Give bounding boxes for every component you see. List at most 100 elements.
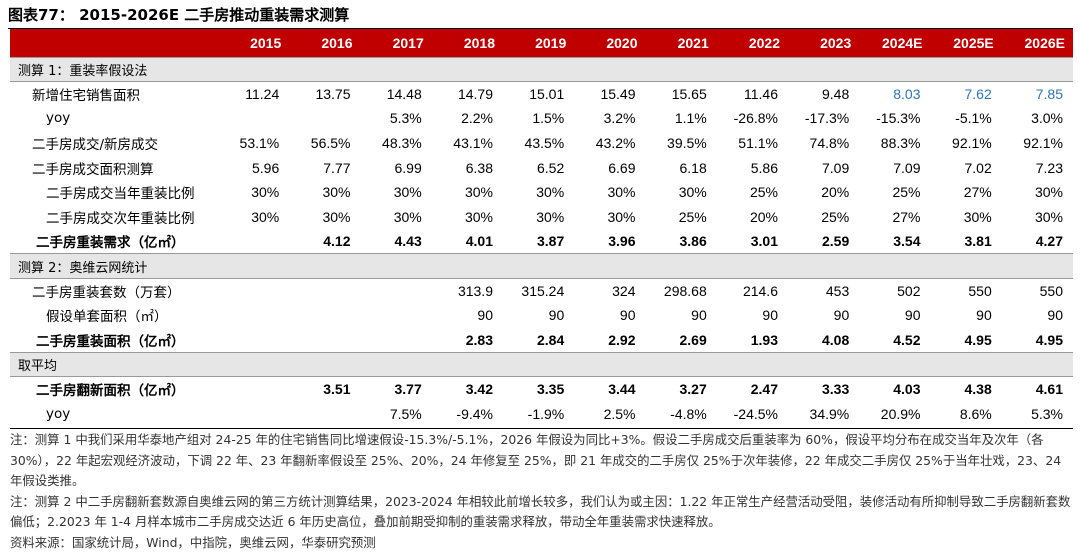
table-row: 二手房重装面积（亿㎡） 2.83 2.84 2.92 2.69 1.93 4.08 4.52 4…: [10, 328, 1073, 353]
table-cell: 2.59: [822, 233, 850, 250]
row-label: 二手房翻新面积（亿㎡）: [36, 383, 185, 400]
table-cell: 4.38: [964, 381, 992, 398]
table-cell: 30%: [607, 184, 636, 201]
table-row: 假设单套面积（㎡） 90 90 90 90 90 90 90 90 90: [10, 303, 1073, 328]
table-cell: 25%: [821, 208, 850, 225]
table-cell: -17.3%: [804, 110, 850, 127]
table-cell: 27%: [892, 208, 921, 225]
table-cell: 6.52: [537, 159, 565, 176]
table-cell: 11.24: [245, 86, 280, 103]
table-cell: 3.27: [679, 381, 707, 398]
table-cell: 20%: [821, 184, 850, 201]
table-cell: 3.2%: [603, 110, 636, 127]
table-cell: 43.1%: [453, 135, 493, 152]
table-cell: 20%: [749, 208, 778, 225]
table-cell: 2.92: [608, 331, 636, 348]
year-header: 2024E: [859, 29, 931, 57]
table-cell: 7.77: [323, 159, 351, 176]
table-row: 二手房重装套数（万套） 313.9 315.24 324 298.68 214.6 453 5…: [10, 278, 1073, 303]
table-cell: 15.01: [529, 86, 565, 103]
year-header: 2026E: [1001, 29, 1073, 57]
note-2: 注：测算 2 中二手房翻新套数源自奥维云网的第三方统计测算结果，2023-202…: [10, 493, 1071, 530]
table-cell: 2.83: [465, 331, 493, 348]
table-cell: 39.5%: [667, 135, 707, 152]
header-blank: [10, 29, 218, 57]
table-cell: -9.4%: [456, 405, 493, 422]
table-cell: 5.3%: [1031, 405, 1063, 422]
section-header-row: 测算 1：重装率假设法: [10, 56, 1073, 83]
figure-title: 图表77： 2015-2026E 二手房推动重装需求测算: [8, 6, 350, 24]
year-header-row: 2015 2016 2017 2018 2019 2020 2021 2022 2023 2024…: [10, 29, 1073, 57]
table-cell: 6.38: [465, 159, 493, 176]
year-header: 2023: [788, 29, 860, 57]
table-cell: 34.9%: [809, 405, 850, 422]
table-cell: 30%: [536, 208, 565, 225]
section-header-row: 测算 2：奥维云网统计: [10, 253, 1073, 279]
table-cell: [361, 278, 432, 303]
table-cell: 4.03: [893, 381, 921, 398]
section-heading: 测算 1：重装率假设法: [10, 56, 1073, 83]
table-row: yoy 7.5% -9.4% -1.9% 2.5% -4.8% -24.5% 34.9% 20.…: [10, 401, 1073, 426]
table-cell: 20.9%: [880, 405, 921, 422]
table-cell: 14.79: [457, 86, 493, 103]
table-cell: 7.02: [964, 159, 992, 176]
table-cell: 214.6: [742, 282, 778, 299]
table-row: 二手房成交次年重装比例 30% 30% 30% 30% 30% 30% 25% 20% 25% 27…: [10, 205, 1073, 230]
table-cell: [218, 106, 289, 131]
table-cell: 550: [1039, 282, 1063, 299]
row-label: yoy: [46, 110, 71, 127]
table-cell: 30%: [536, 184, 565, 201]
table-cell: [289, 278, 360, 303]
table-cell: 43.5%: [524, 135, 565, 152]
row-label: 二手房重装需求（亿㎡）: [36, 235, 185, 252]
table-cell: 30%: [963, 208, 992, 225]
table-cell: 30%: [322, 184, 351, 201]
table-cell: 30%: [678, 184, 707, 201]
title-divider: [8, 28, 1073, 29]
table-cell: 90: [904, 307, 921, 324]
year-header: 2022: [716, 29, 788, 57]
table-cell: 30%: [464, 184, 493, 201]
table-row: 二手房翻新面积（亿㎡） 3.51 3.77 3.42 3.35 3.44 3.27 2.47 3…: [10, 377, 1073, 402]
table-cell: 9.48: [822, 86, 850, 103]
table-cell: 5.3%: [389, 110, 422, 127]
table-cell: 30%: [607, 208, 636, 225]
table-cell: 2.5%: [603, 405, 636, 422]
year-header: 2021: [645, 29, 717, 57]
table-cell: 7.09: [822, 159, 850, 176]
table-row: 二手房成交当年重装比例 30% 30% 30% 30% 30% 30% 30% 25% 20% 25…: [10, 180, 1073, 205]
table-cell: 4.08: [822, 331, 850, 348]
table-cell: 3.35: [537, 381, 565, 398]
table-cell: 90: [1047, 307, 1063, 324]
table-cell: 92.1%: [952, 135, 992, 152]
table-cell: 3.42: [465, 381, 493, 398]
row-label: 二手房成交面积测算: [32, 161, 154, 178]
table-cell: [218, 303, 289, 328]
table-cell: -1.9%: [527, 405, 565, 422]
table-cell: 90: [548, 307, 565, 324]
table-cell: [218, 377, 289, 402]
table-cell: 15.49: [600, 86, 636, 103]
table-cell: [361, 328, 432, 353]
table-cell: 30%: [251, 184, 280, 201]
table-cell: 3.0%: [1031, 110, 1063, 127]
year-header: 2018: [431, 29, 503, 57]
table-cell: 90: [477, 307, 493, 324]
table-cell: 3.01: [750, 233, 778, 250]
table-row: yoy 5.3% 2.2% 1.5% 3.2% 1.1% -26.8% -17.3% -15.3…: [10, 106, 1073, 131]
table-cell: 3.77: [394, 381, 422, 398]
row-label: 二手房重装面积（亿㎡）: [36, 333, 185, 350]
table-cell: 56.5%: [310, 135, 351, 152]
table-cell: 30%: [1034, 184, 1063, 201]
row-label: 假设单套面积（㎡）: [46, 309, 168, 326]
table-row: 二手房成交面积测算 5.96 7.77 6.99 6.38 6.52 6.69 6.18 5.8…: [10, 155, 1073, 180]
table-cell: 1.93: [750, 331, 778, 348]
table-cell: 3.87: [537, 233, 565, 250]
table-cell: 90: [976, 307, 992, 324]
table-cell: 51.1%: [738, 135, 778, 152]
table-cell: 4.52: [893, 331, 921, 348]
table-cell: 25%: [749, 184, 778, 201]
table-cell: 74.8%: [809, 135, 850, 152]
table-cell: 3.33: [822, 381, 850, 398]
table-cell: 7.5%: [389, 405, 422, 422]
